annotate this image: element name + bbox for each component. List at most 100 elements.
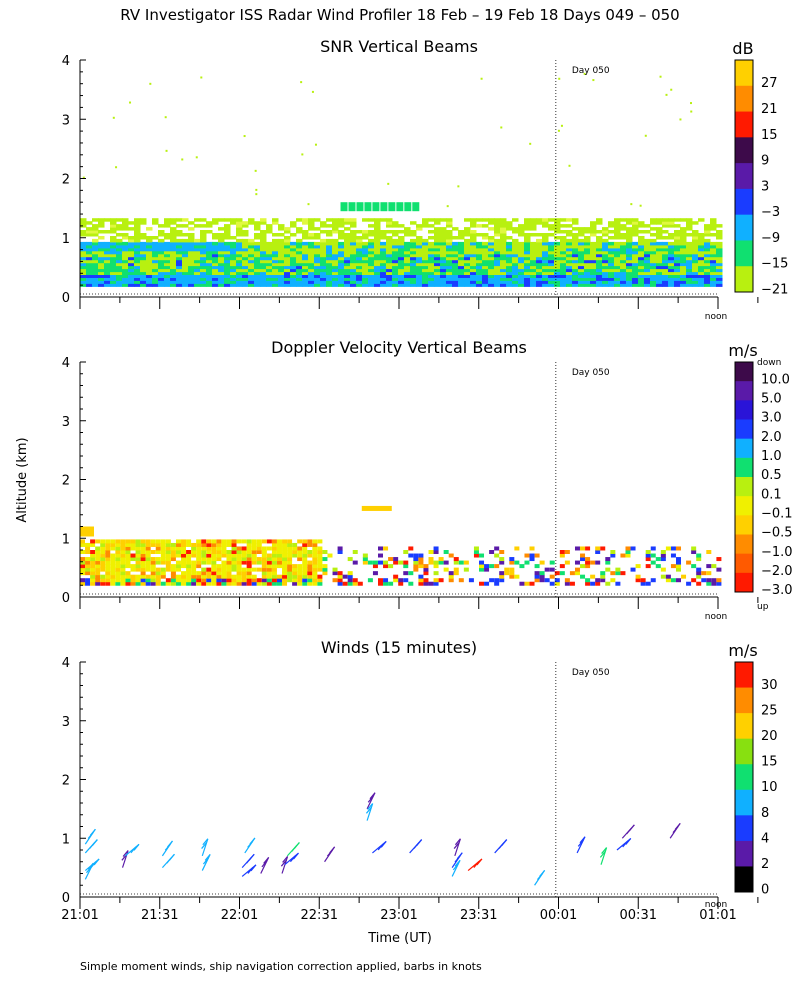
- colorbar-tick-label: 0.1: [761, 487, 782, 502]
- colorbar-tick-label: 20: [761, 729, 778, 744]
- colorbar-tick-label: −9: [761, 231, 780, 246]
- colorbar-tick-label: −0.5: [761, 526, 793, 541]
- colorbar-swatch: [735, 60, 753, 87]
- wind-barb: [161, 840, 173, 857]
- colorbar-swatch: [735, 840, 753, 867]
- wind-barb: [121, 850, 129, 868]
- colorbar-tick-label: 4: [761, 831, 769, 846]
- wind-barb: [241, 864, 257, 877]
- colorbar-tick-label: 8: [761, 806, 769, 821]
- y-tick-label: 2: [62, 474, 70, 489]
- x-tick-label: 21:01: [61, 908, 98, 923]
- colorbar-frame: [734, 59, 754, 293]
- wind-barb: [324, 846, 336, 863]
- wind-barb: [451, 852, 463, 868]
- wind-barb: [124, 843, 140, 857]
- panel-1: SNR Vertical Beams Day 050 0 1 2 3 4 noon 27 21 15…: [62, 37, 789, 322]
- noon-label: noon: [705, 612, 727, 622]
- colorbar-swatch: [735, 662, 753, 689]
- wind-barb: [260, 856, 270, 874]
- x-tick-label: 23:01: [380, 908, 417, 923]
- colorbar: 27 21 15 9 3 −3 −9 −15 −21 dB: [732, 39, 788, 297]
- colorbar-tick-label: −3.0: [761, 583, 793, 598]
- colorbar-tick-label: 0.5: [761, 468, 782, 483]
- colorbar-frame: [734, 361, 754, 593]
- colorbar-swatch: [735, 438, 753, 459]
- x-tick-label: 22:31: [301, 908, 338, 923]
- wind-barb: [451, 859, 461, 877]
- colorbar-tick-label: −15: [761, 257, 788, 272]
- colorbar-swatch: [735, 381, 753, 401]
- wind-barb: [280, 855, 289, 874]
- y-tick-label: 0: [62, 591, 70, 606]
- wind-barb: [201, 838, 209, 857]
- colorbar-tick-label: 2.0: [761, 430, 782, 445]
- colorbar-swatch: [735, 515, 753, 535]
- y-tick-label: 1: [62, 232, 70, 247]
- colorbar-tick-label: 10.0: [761, 372, 790, 387]
- colorbar-tick-label: 3.0: [761, 411, 782, 426]
- colorbar-swatch: [735, 457, 753, 478]
- wind-barb: [84, 862, 94, 880]
- wind-barb: [84, 839, 98, 854]
- wind-barb: [286, 842, 300, 857]
- wind-barb: [161, 853, 175, 869]
- colorbar-tick-label: 30: [761, 678, 778, 693]
- day-marker-label: Day 050: [572, 66, 610, 76]
- colorbar-top-label: down: [757, 358, 781, 368]
- colorbar-tick-label: 27: [761, 76, 778, 91]
- colorbar-tick-label: 21: [761, 102, 778, 117]
- y-tick-label: 0: [62, 291, 70, 306]
- colorbar-swatch: [735, 214, 753, 241]
- colorbar-swatch: [735, 362, 753, 382]
- wind-barb: [284, 852, 299, 866]
- colorbar-unit: m/s: [728, 341, 757, 360]
- wind-barb: [409, 839, 423, 854]
- wind-barb: [241, 853, 255, 869]
- colorbar-tick-label: 9: [761, 154, 769, 169]
- x-tick-label: 00:31: [620, 908, 657, 923]
- x-tick-label: 23:31: [460, 908, 497, 923]
- colorbar-tick-label: −2.0: [761, 564, 793, 579]
- plot-area: [84, 792, 681, 886]
- x-tick-label: 01:01: [699, 908, 736, 923]
- colorbar-tick-label: 5.0: [761, 391, 782, 406]
- colorbar-swatch: [735, 137, 753, 164]
- colorbar-tick-label: −0.1: [761, 506, 793, 521]
- colorbar-tick-label: 10: [761, 780, 778, 795]
- wind-barb: [576, 836, 586, 854]
- colorbar-swatch: [735, 240, 753, 267]
- y-tick-label: 1: [62, 532, 70, 547]
- noon-label: noon: [705, 312, 727, 322]
- colorbar-swatch: [735, 534, 753, 555]
- wind-barb: [621, 824, 635, 839]
- wind-barb: [467, 858, 483, 872]
- panel-3: Winds (15 minutes) Day 050 0 1 2 3 4 21:01 21:31…: [61, 638, 777, 923]
- wind-barb: [201, 854, 211, 871]
- colorbar-tick-label: 1.0: [761, 449, 782, 464]
- colorbar-swatch: [735, 111, 753, 138]
- colorbar-swatch: [735, 553, 753, 574]
- panel-2: Doppler Velocity Vertical Beams Day 050 0 1…: [62, 338, 793, 622]
- colorbar-swatch: [735, 764, 753, 791]
- wind-barb: [244, 837, 256, 854]
- colorbar-swatch: [735, 496, 753, 516]
- colorbar-bottom-label: up: [757, 602, 769, 612]
- wind-barb: [84, 828, 96, 845]
- colorbar-swatch: [735, 266, 753, 293]
- y-tick-label: 3: [62, 113, 70, 128]
- wind-barb: [372, 840, 387, 854]
- colorbar-unit: m/s: [728, 641, 757, 660]
- colorbar: 10.0 5.0 3.0 2.0 1.0 0.5 0.1 −0.1 −0.5 −1.0 −2.0 −3…: [728, 341, 792, 612]
- colorbar-tick-label: 25: [761, 704, 778, 719]
- colorbar-swatch: [735, 400, 753, 420]
- wind-barb: [453, 838, 461, 857]
- colorbar-tick-label: 3: [761, 179, 769, 194]
- colorbar-tick-label: 15: [761, 128, 778, 143]
- x-tick-label: 22:01: [221, 908, 258, 923]
- y-tick-label: 1: [62, 832, 70, 847]
- y-tick-label: 0: [62, 891, 70, 906]
- y-tick-label: 3: [62, 415, 70, 430]
- wind-barb: [669, 822, 681, 839]
- wind-barb: [599, 847, 608, 865]
